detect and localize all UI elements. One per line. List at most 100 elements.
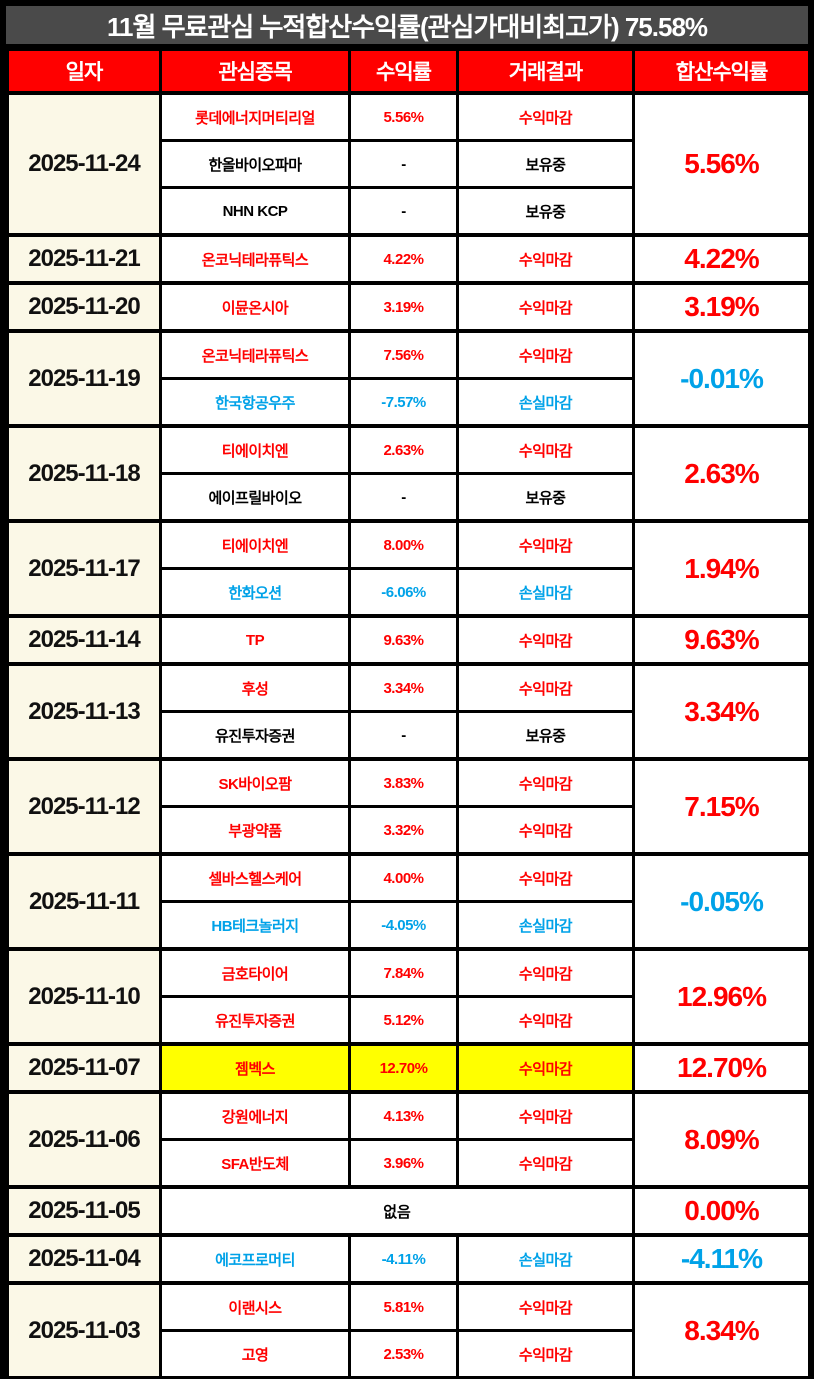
stock-name-cell: 젬벡스: [159, 1042, 351, 1094]
table-row: 2025-11-13 후성 3.34% 수익마감 3.34%: [6, 662, 811, 761]
date-cell: 2025-11-03: [6, 1281, 162, 1379]
return-cell: 3.96%: [348, 1138, 459, 1189]
return-cell: 5.56%: [348, 91, 459, 142]
date-cell: 2025-11-04: [6, 1233, 162, 1285]
table-row: 2025-11-21 온코닉테라퓨틱스 4.22% 수익마감 4.22%: [6, 233, 811, 285]
stock-name-cell: 롯데에너지머티리얼: [159, 91, 351, 142]
result-cell: 수익마감: [456, 1329, 635, 1379]
column-header-stock: 관심종목: [159, 48, 351, 95]
table-row: 2025-11-11 셀바스헬스케어 4.00% 수익마감 -0.05%: [6, 852, 811, 951]
result-cell: 손실마감: [456, 377, 635, 428]
result-cell: 수익마감: [456, 1090, 635, 1141]
stock-name-cell: 에이프릴바이오: [159, 472, 351, 523]
table-row: 2025-11-20 이뮨온시아 3.19% 수익마감 3.19%: [6, 281, 811, 333]
total-return-cell: -4.11%: [632, 1233, 811, 1285]
column-header-total: 합산수익률: [632, 48, 811, 95]
total-return-cell: -0.05%: [632, 852, 811, 951]
date-cell: 2025-11-07: [6, 1042, 162, 1094]
return-cell: -: [348, 186, 459, 237]
result-cell: 수익마감: [456, 329, 635, 380]
result-cell: 수익마감: [456, 947, 635, 998]
stock-name-cell: 셀바스헬스케어: [159, 852, 351, 903]
return-cell: 3.19%: [348, 281, 459, 333]
stock-name-cell: TP: [159, 614, 351, 666]
table-row: 유진투자증권 5.12% 수익마감: [8, 995, 810, 1046]
return-cell: 4.00%: [348, 852, 459, 903]
result-cell: 수익마감: [456, 852, 635, 903]
total-return-cell: 8.34%: [632, 1281, 811, 1379]
table-header: 일자 관심종목 수익률 거래결과 합산수익률: [6, 48, 811, 95]
stock-name-cell: 한화오션: [159, 567, 351, 618]
return-cell: 7.84%: [348, 947, 459, 998]
table-body: 2025-11-24 롯데에너지머티리얼 5.56% 수익마감 5.56% 한올바이오파마…: [6, 91, 811, 1379]
table-row: 2025-11-05 없음 0.00%: [6, 1185, 811, 1237]
total-return-cell: 2.63%: [632, 424, 811, 523]
date-cell: 2025-11-06: [6, 1090, 162, 1189]
total-return-cell: 1.94%: [632, 519, 811, 618]
table-row: 2025-11-10 금호타이어 7.84% 수익마감 12.96%: [6, 947, 811, 1046]
result-cell: 보유중: [456, 472, 635, 523]
column-header-return: 수익률: [348, 48, 459, 95]
result-cell: 수익마감: [456, 757, 635, 808]
stock-name-cell: 이뮨온시아: [159, 281, 351, 333]
date-cell: 2025-11-21: [6, 233, 162, 285]
stock-name-cell: 부광약품: [159, 805, 351, 856]
table-row: 한화오션 -6.06% 손실마감: [8, 567, 810, 618]
stock-name-cell: 에코프로머티: [159, 1233, 351, 1285]
table-row: 2025-11-07 젬벡스 12.70% 수익마감 12.70%: [6, 1042, 811, 1094]
stock-name-cell: 한올바이오파마: [159, 139, 351, 189]
return-cell: 8.00%: [348, 519, 459, 570]
stock-name-cell: 후성: [159, 662, 351, 713]
return-cell: 2.63%: [348, 424, 459, 475]
return-cell: 3.32%: [348, 805, 459, 856]
stock-name-cell: 강원에너지: [159, 1090, 351, 1141]
page-title: 11월 무료관심 누적합산수익률(관심가대비최고가) 75.58%: [106, 11, 708, 42]
empty-day-cell: 없음: [159, 1185, 635, 1237]
stock-name-cell: 고영: [159, 1329, 351, 1379]
table-row: 한올바이오파마 - 보유중: [8, 139, 810, 189]
stock-name-cell: 온코닉테라퓨틱스: [159, 329, 351, 380]
result-cell: 보유중: [456, 139, 635, 189]
result-cell: 손실마감: [456, 567, 635, 618]
result-cell: 수익마감: [456, 233, 635, 285]
column-header-result: 거래결과: [456, 48, 635, 95]
stock-name-cell: 금호타이어: [159, 947, 351, 998]
table-row: 부광약품 3.32% 수익마감: [8, 805, 810, 856]
return-cell: -4.05%: [348, 900, 459, 951]
result-cell: 보유중: [456, 710, 635, 761]
return-cell: -4.11%: [348, 1233, 459, 1285]
return-cell: -6.06%: [348, 567, 459, 618]
result-cell: 수익마감: [456, 1042, 635, 1094]
stock-name-cell: 유진투자증권: [159, 710, 351, 761]
date-cell: 2025-11-13: [6, 662, 162, 761]
result-cell: 수익마감: [456, 995, 635, 1046]
table-row: HB테크놀러지 -4.05% 손실마감: [8, 900, 810, 951]
table-row: 2025-11-17 티에이치엔 8.00% 수익마감 1.94%: [6, 519, 811, 618]
date-cell: 2025-11-10: [6, 947, 162, 1046]
total-return-cell: 5.56%: [632, 91, 811, 237]
result-cell: 수익마감: [456, 281, 635, 333]
result-cell: 수익마감: [456, 424, 635, 475]
return-cell: -: [348, 710, 459, 761]
result-cell: 수익마감: [456, 519, 635, 570]
total-return-cell: 9.63%: [632, 614, 811, 666]
result-cell: 수익마감: [456, 1281, 635, 1332]
stock-name-cell: HB테크놀러지: [159, 900, 351, 951]
table-row: 2025-11-18 티에이치엔 2.63% 수익마감 2.63%: [6, 424, 811, 523]
total-return-cell: 12.70%: [632, 1042, 811, 1094]
result-cell: 손실마감: [456, 900, 635, 951]
date-cell: 2025-11-05: [6, 1185, 162, 1237]
returns-table: 일자 관심종목 수익률 거래결과 합산수익률 2025-11-24 롯데에너지머티…: [6, 48, 811, 1379]
return-cell: -: [348, 472, 459, 523]
result-cell: 수익마감: [456, 614, 635, 666]
stock-name-cell: SFA반도체: [159, 1138, 351, 1189]
result-cell: 수익마감: [456, 662, 635, 713]
return-cell: -: [348, 139, 459, 189]
date-cell: 2025-11-12: [6, 757, 162, 856]
table-row: 유진투자증권 - 보유중: [8, 710, 810, 761]
table-row: NHN KCP - 보유중: [8, 186, 810, 237]
result-cell: 수익마감: [456, 1138, 635, 1189]
header-row: 일자 관심종목 수익률 거래결과 합산수익률: [6, 48, 811, 95]
date-cell: 2025-11-11: [6, 852, 162, 951]
result-cell: 수익마감: [456, 91, 635, 142]
